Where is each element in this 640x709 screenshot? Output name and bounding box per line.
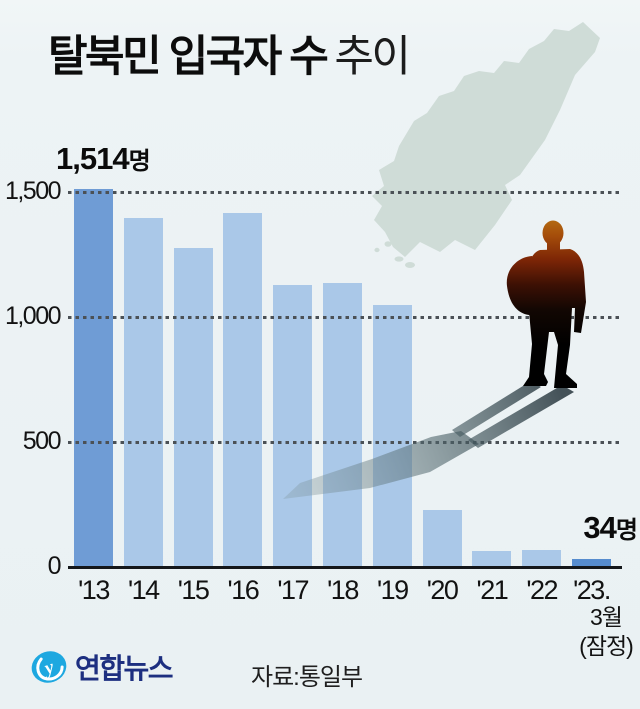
gridline-500 [68,441,622,444]
x-label-16: '16 [227,575,260,605]
source-credit: 자료:통일부 [251,664,363,691]
title-sub: 추이 [334,33,411,81]
yonhap-logo-text: 연합뉴스 [75,653,174,684]
value-unit: 명 [615,517,638,544]
x-label-22: '22 [526,575,558,605]
bar-21 [472,551,512,567]
note-month: 3월 [590,604,623,630]
x-label-17: '17 [277,575,309,605]
bar-15 [173,248,213,567]
x-label-18: '18 [327,575,359,605]
bar-18 [323,282,362,567]
y-tick-0: 0 [47,552,62,580]
x-label-14: '14 [127,575,160,605]
bar-16 [223,212,263,567]
value-unit: 명 [128,148,151,175]
north-korea-map [372,22,600,268]
y-tick-1000: 1,000 [4,302,62,330]
x-label-2023-note: 3월 (잠정) [569,603,640,662]
x-label-15: '15 [177,575,210,605]
gridline-1500 [68,191,622,194]
value-label-2023: 34명 [555,510,638,546]
bar-20 [422,509,462,567]
bar-23 [572,558,611,567]
x-label-13: '13 [78,575,110,605]
bar-14 [123,217,163,567]
bar-19 [372,305,412,567]
bar-13 [74,188,113,567]
bar-22 [522,550,562,567]
note-provisional: (잠정) [579,633,634,660]
value-label-2013: 1,514명 [56,141,151,177]
value-number: 34 [583,510,616,545]
y-tick-1500: 1,500 [4,177,62,205]
page-title: 탈북민 입국자 수 추이 [48,22,411,84]
bar-17 [273,285,313,567]
title-main: 탈북민 입국자 수 [48,33,329,81]
yonhap-logo: y 연합뉴스 [28,646,174,688]
yonhap-logo-icon: y [31,651,67,683]
x-label-20: '20 [426,575,459,605]
x-label-23: '23. [573,575,611,605]
x-label-21: '21 [476,575,509,605]
x-axis-line [68,566,622,569]
value-number: 1,514 [56,141,130,176]
y-tick-500: 500 [22,427,62,455]
x-label-19: '19 [376,575,409,605]
gridline-1000 [68,316,622,319]
